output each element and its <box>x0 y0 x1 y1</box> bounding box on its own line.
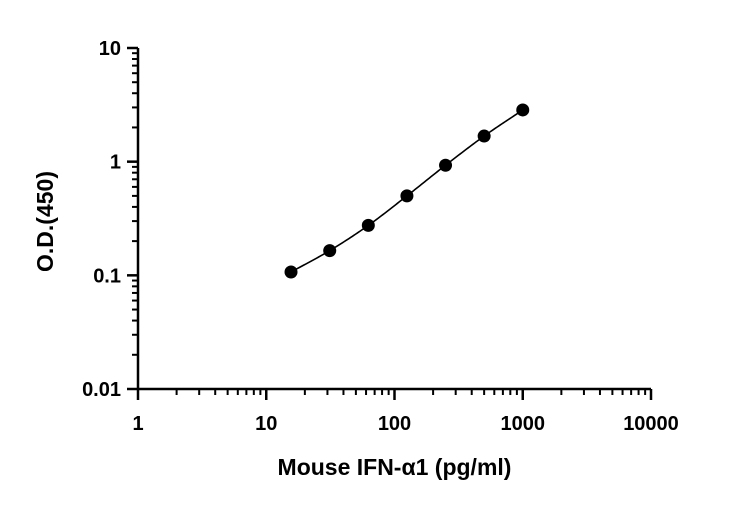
x-axis-ticks <box>136 389 653 400</box>
x-tick-label: 10 <box>255 413 277 435</box>
y-tick-label: 1 <box>110 152 121 174</box>
x-axis-title: Mouse IFN-α1 (pg/ml) <box>278 454 512 480</box>
data-point <box>439 158 453 172</box>
axes <box>136 48 651 391</box>
x-tick-label: 10000 <box>623 413 679 435</box>
y-axis-ticks <box>127 46 138 391</box>
data-point <box>516 103 530 117</box>
x-tick-label: 1000 <box>501 413 546 435</box>
x-tick-label: 1 <box>132 413 143 435</box>
y-axis-tick-labels: 0.01 0.1 1 10 <box>82 38 121 401</box>
y-tick-label: 0.01 <box>82 379 121 401</box>
data-points-layer <box>284 103 530 279</box>
data-point <box>323 244 337 258</box>
data-point <box>361 218 375 232</box>
y-tick-label: 0.1 <box>93 265 121 287</box>
data-point <box>400 189 414 203</box>
y-tick-label: 10 <box>99 38 121 60</box>
y-axis-title: O.D.(450) <box>32 171 58 272</box>
data-point <box>477 129 491 143</box>
data-point <box>284 265 298 279</box>
x-axis-tick-labels: 1 10 100 1000 10000 <box>132 413 678 435</box>
x-tick-label: 100 <box>378 413 411 435</box>
